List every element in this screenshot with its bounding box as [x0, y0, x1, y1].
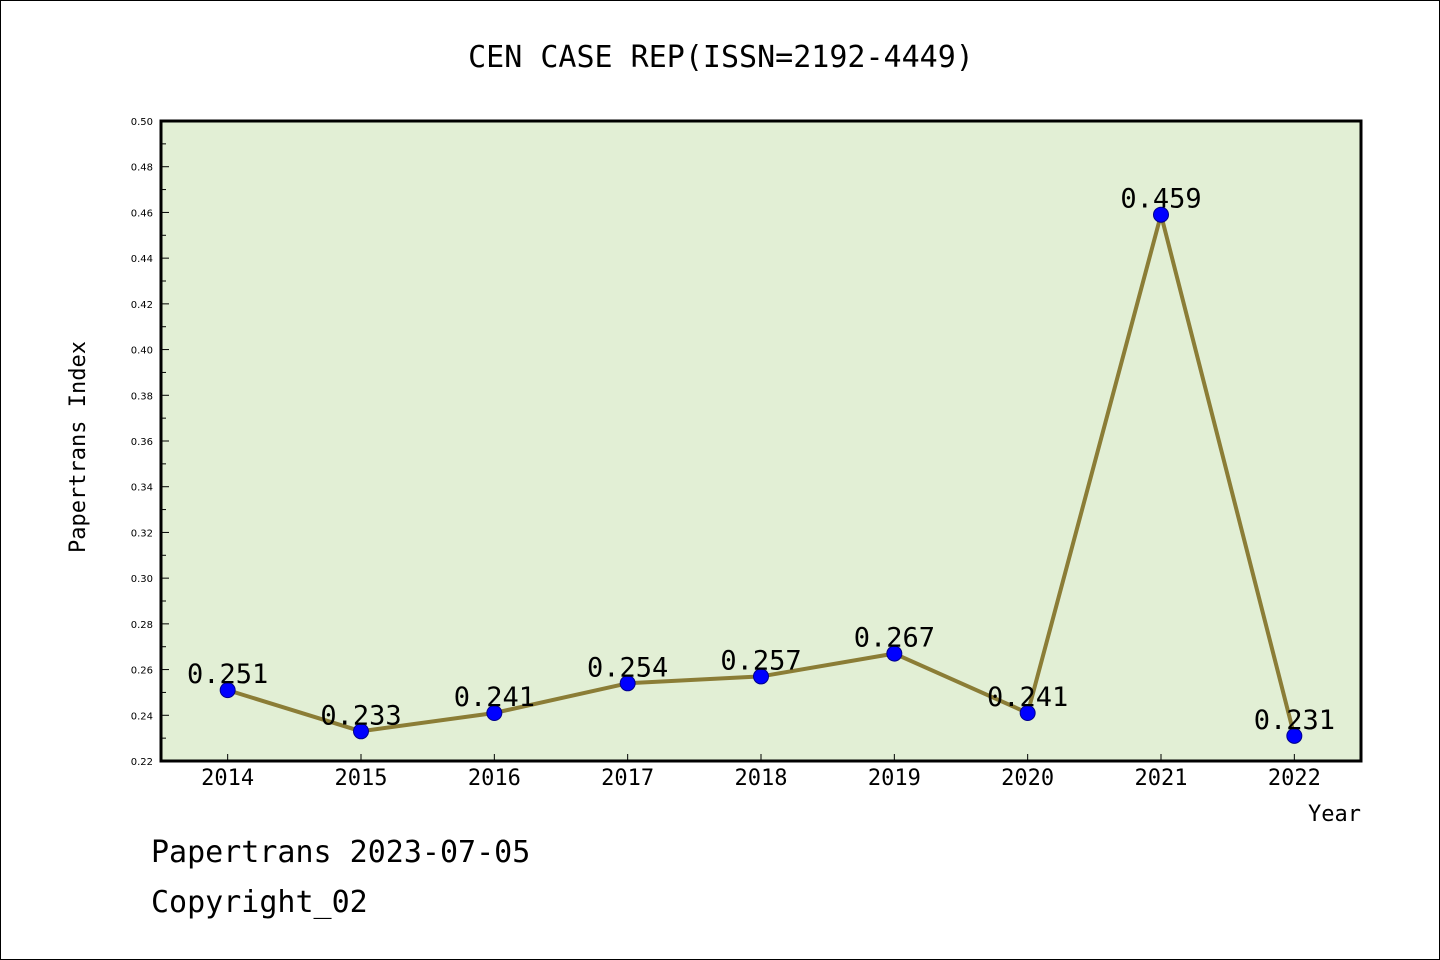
y-tick-label: 0.42 [131, 300, 153, 311]
data-point [219, 682, 236, 699]
x-tick-label: 2020 [1001, 766, 1054, 791]
data-point [1153, 206, 1169, 223]
y-tick-label: 0.44 [131, 254, 153, 265]
y-tick-label: 0.24 [131, 711, 153, 722]
x-tick-label: 2015 [335, 766, 388, 791]
x-tick-label: 2017 [601, 766, 654, 791]
x-tick-label: 2021 [1135, 766, 1188, 791]
y-tick-label: 0.26 [131, 666, 153, 677]
x-tick-label: 2019 [868, 766, 921, 791]
data-point [619, 675, 636, 692]
footer-copyright: Copyright_02 [151, 885, 368, 920]
data-point [486, 705, 503, 721]
data-label: 0.241 [454, 682, 535, 713]
data-label: 0.267 [854, 623, 935, 654]
x-tick-label: 2018 [735, 766, 788, 791]
x-axis: 2014 2015 2016 2017 2018 2019 2020 2021 2022 [201, 754, 1321, 791]
plot-area [159, 119, 1363, 763]
data-label: 0.251 [187, 659, 268, 690]
x-tick-label: 2014 [201, 766, 254, 791]
y-tick-label: 0.46 [131, 208, 153, 219]
data-label: 0.254 [587, 652, 668, 683]
y-axis-label: Papertrans Index [66, 341, 91, 553]
data-label: 0.231 [1254, 705, 1335, 736]
series-group [219, 206, 1303, 744]
data-label: 0.257 [720, 645, 801, 676]
footer-date: Papertrans 2023-07-05 [151, 835, 531, 870]
y-tick-label: 0.22 [131, 757, 153, 768]
data-point [1019, 705, 1036, 721]
y-tick-label: 0.40 [131, 346, 153, 357]
y-tick-label: 0.30 [131, 574, 153, 585]
y-axis: 0.22 0.24 0.26 0.28 0.30 0.32 0.34 0.36 0.38 0.40… [131, 117, 169, 768]
y-tick-label: 0.34 [131, 483, 153, 494]
y-tick-label: 0.28 [131, 620, 153, 631]
y-tick-label: 0.32 [131, 528, 153, 539]
data-labels: 0.251 0.233 0.241 0.254 0.257 0.267 0.241 0.459… [187, 184, 1335, 736]
y-tick-label: 0.36 [131, 437, 153, 448]
x-tick-label: 2022 [1268, 766, 1321, 791]
y-tick-label: 0.38 [131, 391, 153, 402]
chart-title: CEN CASE REP(ISSN=2192-4449) [468, 40, 974, 75]
data-point [1286, 727, 1303, 744]
x-tick-label: 2016 [468, 766, 521, 791]
data-point [353, 723, 369, 740]
x-axis-label: Year [1308, 802, 1361, 827]
data-point [886, 645, 903, 662]
data-label: 0.233 [320, 700, 401, 731]
data-label: 0.241 [987, 682, 1068, 713]
data-point [753, 668, 769, 685]
data-label: 0.459 [1120, 184, 1201, 215]
y-tick-label: 0.50 [131, 117, 153, 128]
y-tick-label: 0.48 [131, 163, 153, 174]
